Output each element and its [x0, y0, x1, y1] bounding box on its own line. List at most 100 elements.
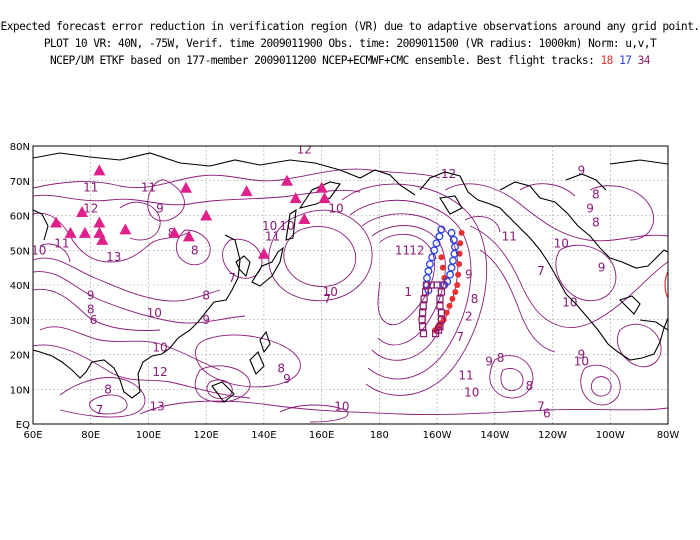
observation-triangle: [289, 192, 302, 204]
contour-value-label: 7: [537, 400, 545, 414]
contour-value-label: 8: [471, 292, 479, 306]
contour-value-label: 8: [497, 351, 505, 365]
coastlines: [33, 152, 668, 403]
observation-triangle: [78, 226, 91, 238]
contour-value-label: 11: [141, 181, 156, 195]
lon-tick-label: 140E: [251, 430, 276, 441]
observation-triangle: [96, 233, 109, 245]
lat-tick-label: 50N: [10, 246, 30, 257]
contour-value-label: 11: [395, 243, 410, 257]
contour-value-label: 9: [586, 202, 594, 216]
contour-value-label: 11: [83, 181, 98, 195]
track-34-point: [419, 309, 427, 317]
map-body: 1112111398610109118898711101010107121110…: [31, 142, 668, 424]
lat-tick-label: 30N: [10, 316, 30, 327]
lat-tick-label: 20N: [10, 351, 30, 362]
contour-value-label: 6: [90, 313, 98, 327]
contour-value-label: 10: [328, 202, 343, 216]
contour-value-label: 11: [54, 236, 69, 250]
lon-tick-label: 60E: [23, 430, 42, 441]
track-34-point: [420, 295, 428, 303]
track-18-point: [441, 275, 448, 282]
lat-tick-label: 40N: [10, 281, 30, 292]
observation-triangle: [168, 226, 181, 238]
track-18-point: [449, 295, 456, 302]
contour-value-label: 8: [104, 382, 112, 396]
lon-tick-label: 100W: [596, 430, 625, 441]
track-18-point: [455, 271, 462, 278]
contour-value-label: 8: [202, 288, 210, 302]
track-34-point: [419, 330, 428, 338]
lon-tick-label: 180: [370, 430, 389, 441]
track-18-point: [454, 282, 461, 288]
observation-triangle: [281, 174, 293, 186]
lon-tick-label: 80E: [81, 430, 100, 441]
contour-value-label: 9: [485, 354, 493, 368]
contour-value-label: 10: [152, 341, 167, 355]
track-34-point: [436, 302, 444, 310]
lon-tick-label: 160W: [423, 430, 452, 441]
track-18-point: [446, 302, 453, 309]
lon-tick-label: 100E: [136, 430, 161, 441]
contour-value-label: 12: [441, 167, 456, 181]
track-34-point: [419, 323, 427, 331]
contour-value-label: 10: [574, 354, 589, 368]
contour-value-label: 7: [537, 264, 545, 278]
contour-value-label: 1: [404, 285, 412, 299]
track-34-point: [418, 316, 426, 324]
contour-value-label: 8: [277, 361, 285, 375]
contour-labels: 1112111398610109118898711101010107121110…: [31, 142, 605, 421]
contour-value-label: 13: [106, 250, 121, 264]
observation-triangle: [179, 181, 192, 193]
contour-value-label: 10: [562, 295, 577, 309]
track-18-label: 18: [600, 54, 614, 67]
observation-triangle: [200, 209, 213, 221]
observation-triangle: [182, 230, 195, 242]
contour-value-label: 9: [156, 202, 164, 216]
track-34-label: 34: [637, 54, 651, 67]
track-34-point: [422, 281, 431, 289]
contour-value-label: 9: [202, 313, 210, 327]
lat-tick-label: 60N: [10, 212, 30, 223]
contour-value-label: 12: [152, 365, 167, 379]
contour-value-label: 10: [554, 236, 569, 250]
contour-value-label: 2: [465, 309, 473, 323]
lat-tick-label: EQ: [16, 420, 30, 431]
track-34-point: [437, 316, 446, 324]
contour-value-label: 12: [297, 142, 312, 156]
contour-value-label: 10: [31, 243, 46, 257]
track-34-point: [421, 288, 430, 296]
lat-tick-label: 70N: [10, 177, 30, 188]
track-34-point: [437, 288, 446, 296]
contour-value-label: 9: [87, 288, 95, 302]
lon-tick-label: 80W: [657, 430, 680, 441]
contour-value-label: 9: [283, 372, 291, 386]
track-18-point: [458, 229, 465, 236]
track-34-point: [439, 281, 447, 289]
graticule: [33, 146, 668, 424]
contour-value-label: 12: [83, 202, 98, 216]
contour-value-label: 8: [592, 215, 600, 229]
contour-value-label: 9: [578, 348, 586, 362]
track-18-point: [438, 254, 445, 261]
verification-region-circle: [664, 270, 668, 300]
contour-value-label: 6: [543, 407, 551, 421]
contour-value-label: 7: [456, 330, 464, 344]
lon-tick-label: 120W: [538, 430, 567, 441]
observation-triangle: [76, 206, 89, 218]
contour-value-label: 7: [324, 292, 332, 306]
track-18-point: [456, 250, 463, 257]
observation-triangle: [315, 181, 328, 193]
observation-triangle: [257, 247, 270, 259]
track-18-point: [452, 288, 459, 295]
contour-value-label: 12: [409, 243, 424, 257]
contour-value-label: 7: [228, 271, 236, 285]
observation-triangle: [64, 226, 77, 238]
observation-triangles: [50, 164, 331, 259]
contour-value-label: 8: [191, 243, 199, 257]
header-plot-info-line: PLOT 10 VR: 40N, -75W, Verif. time 20090…: [43, 37, 657, 50]
contour-value-label: 8: [526, 379, 534, 393]
track-17-point: [437, 225, 446, 234]
